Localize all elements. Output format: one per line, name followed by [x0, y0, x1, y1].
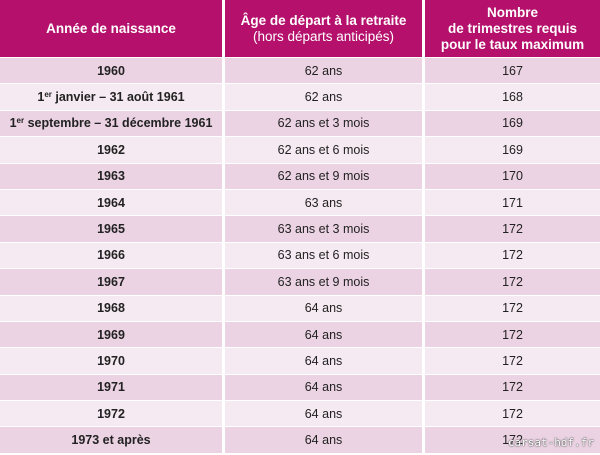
retirement-age-cell: 64 ans	[225, 320, 425, 348]
birth-year-cell: 1971	[0, 373, 225, 401]
birth-year-cell: 1966	[0, 241, 225, 269]
retirement-age-cell: 64 ans	[225, 400, 425, 427]
quarters-cell: 169	[425, 136, 600, 163]
retirement-age-cell: 64 ans	[225, 347, 425, 374]
quarters-cell: 172	[425, 241, 600, 269]
birth-year-cell: 1965	[0, 215, 225, 242]
watermark: carsat-hdf.fr	[507, 436, 594, 449]
table-row: 1er septembre – 31 décembre 1961 62 ans e…	[0, 109, 600, 137]
birth-year-prefix: 1	[37, 90, 45, 105]
table-row: 1968 64 ans 172	[0, 294, 600, 321]
quarters-cell: 172	[425, 215, 600, 242]
birth-year-superscript: er	[16, 116, 25, 126]
quarters-cell: 172	[425, 268, 600, 295]
birth-year-cell: 1962	[0, 136, 225, 163]
table-row: 1973 et après 64 ans 172	[0, 426, 600, 453]
quarters-cell: 171	[425, 188, 600, 216]
retirement-age-cell: 64 ans	[225, 426, 425, 453]
birth-year-cell: 1968	[0, 294, 225, 321]
quarters-cell: 172	[425, 426, 600, 453]
retirement-age-cell: 62 ans	[225, 57, 425, 84]
quarters-cell: 172	[425, 400, 600, 427]
retirement-age-cell: 62 ans et 6 mois	[225, 136, 425, 163]
table-row: 1966 63 ans et 6 mois 172	[0, 241, 600, 269]
header-retirement-age-title: Âge de départ à la retraite	[240, 12, 407, 28]
table-row: 1er janvier – 31 août 1961 62 ans 168	[0, 83, 600, 110]
header-row: Année de naissance Âge de départ à la re…	[0, 0, 600, 57]
quarters-cell: 172	[425, 320, 600, 348]
table-row: 1960 62 ans 167	[0, 57, 600, 84]
table-row: 1970 64 ans 172	[0, 347, 600, 374]
table-row: 1969 64 ans 172	[0, 320, 600, 348]
table-row: 1963 62 ans et 9 mois 170	[0, 162, 600, 189]
quarters-cell: 172	[425, 347, 600, 374]
quarters-cell: 172	[425, 294, 600, 321]
table-row: 1962 62 ans et 6 mois 169	[0, 136, 600, 163]
birth-year-cell: 1960	[0, 57, 225, 84]
header-retirement-age: Âge de départ à la retraite (hors départ…	[225, 0, 425, 57]
birth-year-prefix: 1	[9, 116, 17, 131]
header-quarters-line1: Nombre	[486, 4, 538, 20]
birth-year-cell: 1973 et après	[0, 426, 225, 453]
birth-year-cell: 1963	[0, 162, 225, 189]
table-row: 1967 63 ans et 9 mois 172	[0, 268, 600, 295]
table-row: 1972 64 ans 172	[0, 400, 600, 427]
quarters-cell: 172	[425, 373, 600, 401]
retirement-age-cell: 62 ans et 3 mois	[225, 109, 425, 137]
table-header: Année de naissance Âge de départ à la re…	[0, 0, 600, 57]
birth-year-cell: 1er septembre – 31 décembre 1961	[0, 109, 225, 137]
table-row: 1965 63 ans et 3 mois 172	[0, 215, 600, 242]
table-body: 1960 62 ans 167 1er janvier – 31 août 1961 6…	[0, 57, 600, 453]
birth-year-rest: janvier – 31 août 1961	[51, 90, 185, 105]
quarters-cell: 167	[425, 57, 600, 84]
header-quarters: Nombre de trimestres requis pour le taux…	[425, 0, 600, 57]
header-quarters-line2: de trimestres requis	[447, 20, 578, 36]
birth-year-superscript: er	[44, 90, 52, 100]
retirement-age-cell: 64 ans	[225, 373, 425, 401]
retirement-age-cell: 63 ans et 9 mois	[225, 268, 425, 295]
birth-year-cell: 1964	[0, 188, 225, 216]
quarters-cell: 168	[425, 83, 600, 110]
birth-year-rest: septembre – 31 décembre 1961	[24, 116, 213, 131]
birth-year-cell: 1970	[0, 347, 225, 374]
retirement-age-cell: 63 ans et 6 mois	[225, 241, 425, 269]
header-birth-year: Année de naissance	[0, 0, 225, 57]
header-birth-year-label: Année de naissance	[46, 20, 176, 36]
quarters-cell: 169	[425, 109, 600, 137]
retirement-age-cell: 62 ans	[225, 83, 425, 110]
table-row: 1971 64 ans 172	[0, 373, 600, 401]
birth-year-cell: 1er janvier – 31 août 1961	[0, 83, 225, 110]
retirement-age-cell: 63 ans et 3 mois	[225, 215, 425, 242]
retirement-age-cell: 62 ans et 9 mois	[225, 162, 425, 189]
header-retirement-age-subtitle: (hors départs anticipés)	[252, 28, 395, 44]
birth-year-cell: 1969	[0, 320, 225, 348]
retirement-age-cell: 64 ans	[225, 294, 425, 321]
header-quarters-line3: pour le taux maximum	[440, 36, 585, 52]
birth-year-cell: 1972	[0, 400, 225, 427]
birth-year-cell: 1967	[0, 268, 225, 295]
table-row: 1964 63 ans 171	[0, 188, 600, 216]
quarters-cell: 170	[425, 162, 600, 189]
retirement-age-cell: 63 ans	[225, 188, 425, 216]
